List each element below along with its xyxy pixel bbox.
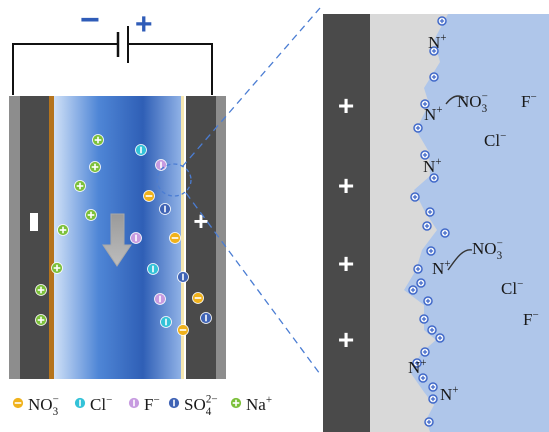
surface-cation bbox=[425, 207, 435, 217]
sodium-ion bbox=[89, 161, 101, 173]
surface-cation bbox=[435, 333, 445, 343]
left-ion-layer bbox=[35, 134, 212, 336]
electrode-positive-charge: + bbox=[338, 90, 354, 121]
sodium-ion bbox=[92, 134, 104, 146]
zoom-ion-label: Cl− bbox=[484, 130, 506, 150]
legend-icon-f bbox=[128, 397, 140, 409]
surface-cation bbox=[420, 99, 430, 109]
sodium-ion bbox=[57, 224, 69, 236]
chloride-ion bbox=[147, 263, 159, 275]
battery-negative-sign: − bbox=[80, 1, 100, 39]
zoom-surface-cations bbox=[408, 16, 450, 427]
flow-direction-arrow bbox=[102, 213, 132, 267]
sodium-ion bbox=[74, 180, 86, 192]
legend-item-no3: NO3− bbox=[12, 393, 59, 418]
legend-icon-no3 bbox=[12, 397, 24, 409]
surface-cation bbox=[408, 285, 418, 295]
legend-label-so4: SO42− bbox=[184, 393, 218, 418]
sulfate-ion bbox=[177, 271, 189, 283]
surface-cation bbox=[429, 173, 439, 183]
zoom-ion-label: N+ bbox=[423, 156, 442, 176]
nitrate-ion bbox=[177, 324, 189, 336]
sodium-ion bbox=[85, 209, 97, 221]
legend-icon-cl bbox=[74, 397, 86, 409]
surface-cation bbox=[437, 16, 447, 26]
zoom-ion-label: NO3− bbox=[472, 237, 503, 262]
legend-label-f: F− bbox=[144, 394, 160, 414]
surface-cation bbox=[423, 296, 433, 306]
surface-cation bbox=[422, 221, 432, 231]
chloride-ion bbox=[135, 144, 147, 156]
sodium-ion bbox=[35, 314, 47, 326]
positive-electrode-symbol: + bbox=[193, 206, 208, 236]
surface-cation bbox=[413, 123, 423, 133]
legend-label-cl: Cl− bbox=[90, 394, 112, 414]
electrode-positive-charge: + bbox=[338, 248, 354, 279]
surface-cation bbox=[426, 246, 436, 256]
legend-item-cl: Cl− bbox=[74, 394, 112, 414]
zoom-ion-labels: N+N+ NO3− F−Cl−N+NO3−N+Cl−F−N+N+ bbox=[408, 32, 539, 404]
fluoride-ion bbox=[130, 232, 142, 244]
surface-cation bbox=[410, 192, 420, 202]
legend-label-no3: NO3− bbox=[28, 393, 59, 418]
zoom-circle bbox=[156, 163, 192, 197]
surface-cation bbox=[416, 278, 426, 288]
electrode-positive-charge: + bbox=[338, 324, 354, 355]
zoom-ion-label: N+ bbox=[424, 104, 443, 124]
nitrate-ion bbox=[143, 190, 155, 202]
surface-cation bbox=[419, 314, 429, 324]
zoom-electrode-charges: + + + + bbox=[338, 90, 354, 355]
sodium-ion bbox=[51, 262, 63, 274]
surface-cation bbox=[428, 394, 438, 404]
chloride-ion bbox=[160, 316, 172, 328]
cation-exchange-membrane bbox=[49, 96, 54, 379]
zoom-ion-label: Cl− bbox=[501, 278, 523, 298]
legend-item-f: F− bbox=[128, 394, 160, 414]
zoom-ion-label: N+ bbox=[428, 32, 447, 52]
surface-cation bbox=[429, 72, 439, 82]
legend-label-na: Na+ bbox=[246, 394, 272, 414]
zoom-ion-label: F− bbox=[521, 91, 537, 111]
legend-item-so4: SO42− bbox=[168, 393, 218, 418]
surface-cation bbox=[420, 347, 430, 357]
fluoride-ion bbox=[154, 293, 166, 305]
legend-icon-na bbox=[230, 397, 242, 409]
anion-exchange-membrane bbox=[181, 96, 184, 379]
surface-cation bbox=[413, 264, 423, 274]
surface-cation bbox=[428, 382, 438, 392]
zoom-ion-label: N+ bbox=[432, 258, 451, 278]
surface-cation bbox=[418, 373, 428, 383]
surface-cation bbox=[427, 325, 437, 335]
surface-cation bbox=[420, 150, 430, 160]
electrode-positive-charge: + bbox=[338, 170, 354, 201]
sulfate-ion bbox=[159, 203, 171, 215]
nitrate-ion bbox=[192, 292, 204, 304]
zoom-lines bbox=[181, 7, 321, 375]
sulfate-ion bbox=[200, 312, 212, 324]
adsorption-link bbox=[447, 249, 473, 271]
nitrate-ion bbox=[169, 232, 181, 244]
sodium-ion bbox=[35, 284, 47, 296]
wiring: − + bbox=[12, 1, 213, 95]
legend-item-na: Na+ bbox=[230, 394, 272, 414]
negative-electrode-symbol bbox=[30, 213, 38, 231]
zoom-electrode bbox=[323, 14, 370, 432]
legend-icon-so4 bbox=[168, 397, 180, 409]
battery-positive-sign: + bbox=[135, 8, 153, 41]
surface-cation bbox=[429, 46, 439, 56]
flow-cell: + bbox=[9, 96, 226, 379]
zoom-ion-label: N+ bbox=[440, 384, 459, 404]
right-electrode bbox=[186, 96, 216, 379]
zoom-panel: ++++ N+N+ NO3− F−Cl−N+NO3−N+Cl−F−N+N+ bbox=[323, 14, 549, 432]
ion-legend: NO3− Cl− F− SO42− Na+ bbox=[12, 393, 272, 418]
zoom-ion-label: F− bbox=[523, 309, 539, 329]
surface-cation bbox=[440, 228, 450, 238]
adsorption-link bbox=[445, 95, 465, 105]
left-electrode bbox=[20, 96, 49, 379]
surface-cation bbox=[424, 417, 434, 427]
zoom-ion-label: N+ bbox=[408, 357, 427, 377]
surface-cation bbox=[412, 358, 422, 368]
